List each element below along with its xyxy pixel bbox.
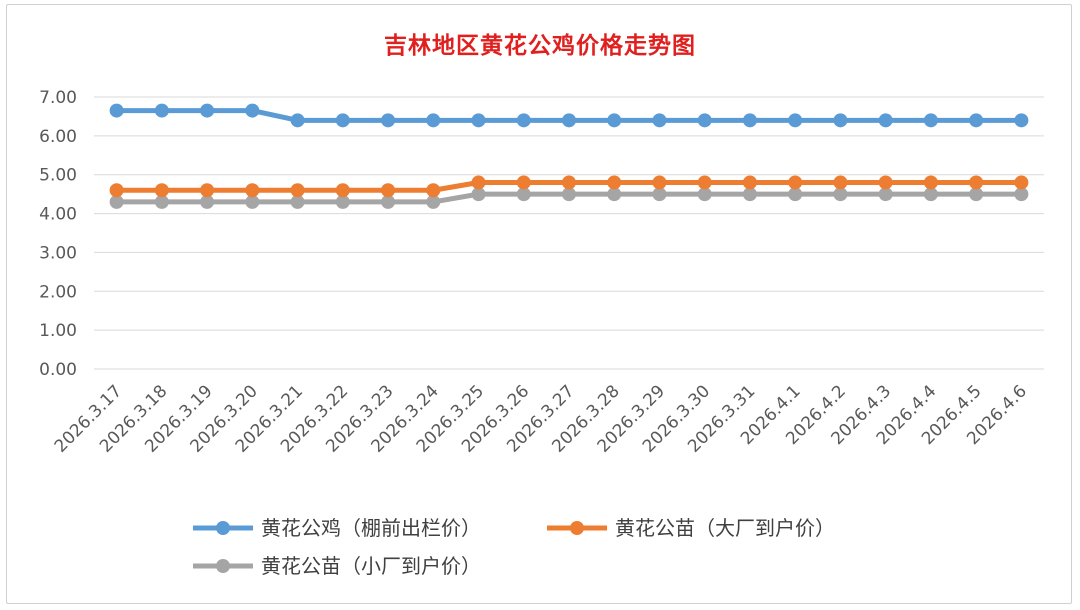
data-point	[697, 175, 712, 190]
data-point	[697, 187, 712, 202]
data-point	[471, 113, 486, 128]
data-point	[426, 194, 441, 209]
y-tick-label: 7.00	[39, 88, 77, 108]
data-point	[652, 187, 667, 202]
legend-label: 黄花公苗（小厂到户价）	[261, 554, 481, 578]
series-2	[109, 187, 1029, 209]
data-point	[1014, 175, 1029, 190]
data-point	[381, 183, 396, 198]
data-point	[969, 113, 984, 128]
data-point	[154, 103, 169, 118]
data-point	[245, 103, 260, 118]
data-point	[607, 113, 622, 128]
data-point	[200, 194, 215, 209]
data-point	[878, 175, 893, 190]
gridlines	[94, 96, 1044, 370]
data-point	[878, 187, 893, 202]
data-point	[788, 175, 803, 190]
data-point	[381, 194, 396, 209]
data-point	[245, 194, 260, 209]
series-1	[109, 175, 1029, 198]
data-point	[607, 187, 622, 202]
data-point	[109, 103, 124, 118]
data-point	[562, 187, 576, 202]
data-point	[516, 175, 531, 190]
legend-item: 黄花公苗（大厂到户价）	[547, 516, 835, 540]
data-point	[833, 175, 848, 190]
data-point	[1014, 187, 1029, 202]
data-point	[878, 113, 893, 128]
data-point	[471, 187, 486, 202]
data-point	[788, 113, 803, 128]
y-tick-label: 6.00	[39, 127, 77, 147]
legend-swatch-marker	[216, 559, 230, 573]
chart-title: 吉林地区黄花公鸡价格走势图	[384, 32, 696, 59]
y-axis-ticks: 0.00 1.00 2.00 3.00 4.00 5.00 6.00 7.00	[39, 88, 77, 380]
series-0	[109, 103, 1029, 128]
data-point	[154, 194, 169, 209]
data-point	[742, 175, 757, 190]
data-point	[652, 175, 667, 190]
data-point	[923, 175, 938, 190]
data-point	[969, 175, 984, 190]
data-point	[652, 113, 667, 128]
legend-label: 黄花公苗（大厂到户价）	[615, 516, 835, 540]
data-point	[471, 175, 486, 190]
y-tick-label: 3.00	[39, 243, 77, 263]
data-point	[290, 113, 305, 128]
data-point	[109, 194, 124, 209]
data-point	[833, 187, 848, 202]
data-point	[200, 103, 215, 118]
data-point	[426, 113, 441, 128]
data-point	[109, 183, 124, 198]
series-layer	[109, 103, 1029, 209]
y-tick-label: 4.00	[39, 205, 77, 225]
legend-label: 黄花公鸡（棚前出栏价）	[261, 516, 481, 540]
data-point	[607, 175, 622, 190]
data-point	[1014, 113, 1029, 128]
data-point	[154, 183, 169, 198]
x-axis-ticks: 2026.3.172026.3.182026.3.192026.3.202026…	[51, 381, 1031, 456]
data-point	[969, 187, 984, 202]
legend-swatch-marker	[570, 521, 584, 535]
data-point	[562, 113, 576, 128]
data-point	[290, 183, 305, 198]
data-point	[200, 183, 215, 198]
legend-item: 黄花公鸡（棚前出栏价）	[193, 516, 481, 540]
y-tick-label: 5.00	[39, 166, 77, 186]
data-point	[562, 175, 576, 190]
data-point	[742, 187, 757, 202]
data-point	[742, 113, 757, 128]
data-point	[335, 194, 350, 209]
y-tick-label: 0.00	[39, 360, 77, 380]
data-point	[516, 187, 531, 202]
legend-swatch-marker	[216, 521, 230, 535]
data-point	[923, 113, 938, 128]
data-point	[788, 187, 803, 202]
y-tick-label: 1.00	[39, 321, 77, 341]
legend: 黄花公鸡（棚前出栏价） 黄花公苗（大厂到户价） 黄花公苗（小厂到户价）	[193, 516, 835, 578]
data-point	[335, 113, 350, 128]
data-point	[923, 187, 938, 202]
data-point	[426, 183, 441, 198]
data-point	[697, 113, 712, 128]
data-point	[290, 194, 305, 209]
legend-item: 黄花公苗（小厂到户价）	[193, 554, 481, 578]
data-point	[381, 113, 396, 128]
chart-frame	[6, 4, 1072, 604]
data-point	[335, 183, 350, 198]
y-tick-label: 2.00	[39, 282, 77, 302]
data-point	[833, 113, 848, 128]
data-point	[516, 113, 531, 128]
data-point	[245, 183, 260, 198]
